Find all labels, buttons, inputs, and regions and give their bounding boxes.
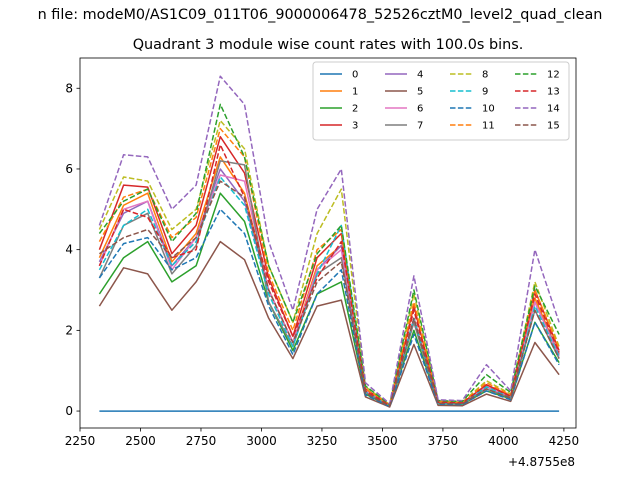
series-line-7	[98, 160, 560, 407]
y-axis-ticks: 0 2 4 6 8	[65, 81, 80, 418]
series-line-15	[98, 180, 560, 407]
legend-label-1: 1	[352, 87, 358, 98]
legend-label-0: 0	[352, 70, 358, 81]
legend-label-15: 15	[547, 121, 560, 132]
legend-label-9: 9	[482, 87, 488, 98]
x-tick-label: 3750	[428, 434, 459, 448]
series-line-5	[98, 240, 560, 408]
legend-label-7: 7	[417, 121, 423, 132]
legend-label-5: 5	[417, 87, 423, 98]
legend-frame	[312, 61, 570, 141]
legend-label-3: 3	[352, 121, 358, 132]
legend-label-4: 4	[417, 70, 423, 81]
series-line-2	[98, 192, 560, 407]
legend-label-6: 6	[417, 104, 423, 115]
series-line-10	[98, 208, 560, 408]
x-tick-label: 3250	[307, 434, 338, 448]
y-tick-label: 6	[65, 162, 73, 176]
axes-frame	[79, 57, 577, 429]
series-line-3	[98, 135, 560, 407]
y-tick-label: 4	[65, 243, 73, 257]
x-offset-label: +4.8755e8	[508, 455, 575, 469]
legend-label-11: 11	[482, 121, 495, 132]
x-tick-label: 4000	[488, 434, 519, 448]
x-tick-label: 2500	[125, 434, 156, 448]
chart-title: Quadrant 3 module wise count rates with …	[133, 37, 524, 53]
series-line-12	[98, 103, 560, 406]
legend-label-12: 12	[547, 70, 560, 81]
legend-label-8: 8	[482, 70, 488, 81]
series-line-13	[98, 144, 560, 407]
x-tick-label: 2750	[186, 434, 217, 448]
plot-lines	[98, 75, 560, 412]
y-tick-label: 8	[65, 81, 73, 95]
x-tick-label: 4250	[549, 434, 580, 448]
legend-label-13: 13	[547, 87, 560, 98]
legend-label-14: 14	[547, 104, 560, 115]
series-line-14	[98, 75, 560, 405]
x-tick-label: 2250	[65, 434, 96, 448]
x-axis-ticks: 2250 2500 2750 3000 3250 3500 3750 4000 4250	[65, 428, 579, 448]
series-line-8	[98, 119, 560, 406]
legend-label-2: 2	[352, 104, 358, 115]
legend-label-10: 10	[482, 104, 495, 115]
y-tick-label: 0	[65, 404, 73, 418]
y-tick-label: 2	[65, 323, 73, 337]
x-tick-label: 3000	[246, 434, 277, 448]
x-tick-label: 3500	[367, 434, 398, 448]
figure-suptitle: n file: modeM0/AS1C09_011T06_9000006478_…	[38, 7, 603, 23]
series-line-9	[98, 176, 560, 407]
